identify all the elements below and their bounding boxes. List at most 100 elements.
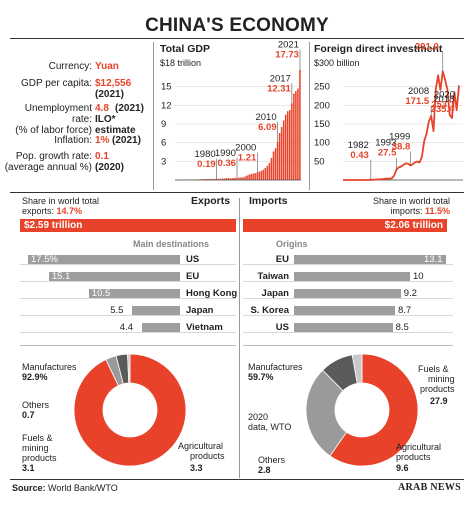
imp-agri-label-2: products [396, 452, 431, 462]
unemployment-year: (2021) [115, 103, 144, 114]
gdp-ytick-label: 3 [161, 156, 166, 167]
unemployment-value: 4.8 [95, 103, 109, 114]
gdp-year-label: 2010 [255, 112, 276, 123]
gdp-bar [226, 178, 228, 180]
destinations-gridline [20, 264, 236, 265]
imports-share-line2: imports: 11.5% [330, 206, 450, 216]
origins-gridline [243, 264, 453, 265]
fdi-year-label: 2018 [433, 94, 454, 105]
gdp-bar [201, 179, 204, 180]
imports-share-value: 11.5% [424, 206, 450, 216]
destination-bar [141, 323, 180, 332]
imp-fuels-value: 27.9 [430, 396, 448, 406]
gdp-year-label: 1980 [195, 149, 216, 160]
section-divider [10, 192, 464, 193]
gdp-bar [260, 170, 263, 180]
gdp-bar [250, 174, 252, 180]
gdp-bar [234, 177, 236, 180]
exports-header: Exports [191, 195, 231, 207]
gdp-bar [276, 142, 279, 180]
fdi-year-label: 1999 [389, 132, 410, 143]
title-divider [10, 38, 464, 39]
inflation-value: 1% [95, 135, 110, 146]
imports-donut [305, 353, 419, 467]
fdi-year-label: 2008 [408, 86, 429, 97]
gdp-per-capita-value: $12,556 [95, 78, 132, 89]
gdp-bar [274, 148, 277, 180]
fdi-year-label: 2020 [434, 90, 455, 101]
imports-header: Imports [249, 195, 288, 207]
gdp-ytick-label: 15 [161, 82, 172, 93]
chart-divider [309, 42, 310, 190]
gdp-year-label: 1990 [215, 148, 236, 159]
gdp-bar [228, 178, 230, 180]
gdp-bar [268, 162, 271, 180]
donut-slice [73, 353, 187, 467]
gdp-bar [278, 133, 281, 180]
gdp-chart-title: Total GDP [160, 43, 210, 55]
imp-fuels-label-3: products [420, 384, 455, 394]
destinations-gridline [20, 281, 236, 282]
exports-bars-divider [20, 345, 236, 346]
destination-value: 5.5 [110, 305, 124, 316]
fdi-ytick-label: 200 [314, 100, 330, 111]
fdi-value-label: 27.5 [378, 148, 397, 159]
fdi-value-label: 291.0 [415, 41, 439, 52]
inflation-year: (2021) [112, 135, 141, 146]
unemployment-label-3: (% of labor force) [15, 125, 92, 136]
imports-total-value: $2.06 trillion [384, 220, 443, 231]
exp-agri-label-1: Agricultural [178, 441, 224, 451]
imports-share-label: imports: [390, 206, 423, 216]
exp-agri-label-2: products [190, 451, 225, 461]
page-title: CHINA'S ECONOMY [145, 15, 329, 36]
gdp-bar [286, 111, 289, 180]
gdp-year-label: 2021 [278, 40, 299, 51]
destination-country: EU [186, 271, 200, 282]
imp-manufactures-value: 59.7% [248, 372, 274, 382]
gdp-bar [203, 179, 206, 180]
gdp-bar [213, 178, 216, 180]
exp-manufactures-value: 92.9% [22, 372, 48, 382]
exp-manufactures-label: Manufactures [22, 362, 77, 372]
destination-bar [132, 306, 180, 315]
gdp-bar [221, 178, 224, 180]
destination-value: 4.4 [119, 322, 133, 333]
origins-title: Origins [276, 239, 308, 249]
gdp-bar [252, 173, 254, 180]
imp-agri-value: 9.6 [396, 463, 409, 473]
exports-share-line2: exports: 14.7% [22, 206, 82, 216]
gdp-bar [207, 179, 210, 180]
gdp-bar [217, 178, 220, 180]
gdp-year-label: 2000 [235, 142, 256, 153]
gdp-value-label: 6.09 [258, 122, 277, 133]
origin-bar [294, 255, 446, 264]
origin-country: EU [275, 254, 289, 265]
exp-fuels-label-1: Fuels & [22, 433, 53, 443]
exports-total-band: $2.59 trillion [20, 219, 236, 232]
currency-label: Currency: [48, 61, 92, 72]
gdp-bar [242, 177, 244, 180]
destination-country: Vietnam [186, 322, 223, 333]
exports-share-label: exports: [22, 206, 55, 216]
gdp-value-label: 12.31 [267, 83, 291, 94]
fdi-ytick-label: 50 [314, 156, 325, 167]
destination-country: Hong Kong [186, 288, 238, 299]
gdp-bar [244, 176, 246, 180]
gdp-value-label: 0.19 [197, 159, 216, 170]
destination-value: 10.5 [91, 288, 111, 299]
origin-bar [294, 323, 393, 332]
origin-value: 8.7 [397, 305, 412, 316]
gdp-bar [246, 175, 248, 180]
unemployment-note-1: ILO* [95, 114, 116, 125]
exports-total-value: $2.59 trillion [24, 220, 83, 231]
gdp-bar [209, 178, 212, 180]
origin-value: 8.5 [395, 322, 409, 333]
imp-agri-label-1: Agricultural [396, 442, 442, 452]
gdp-value-label: 17.73 [275, 50, 299, 61]
gdp-bar [280, 126, 283, 180]
origin-value: 10 [413, 271, 424, 282]
fdi-year-label: 1982 [348, 140, 369, 151]
pop-growth-value: 0.1 [95, 151, 109, 162]
donut-slice [329, 353, 419, 467]
